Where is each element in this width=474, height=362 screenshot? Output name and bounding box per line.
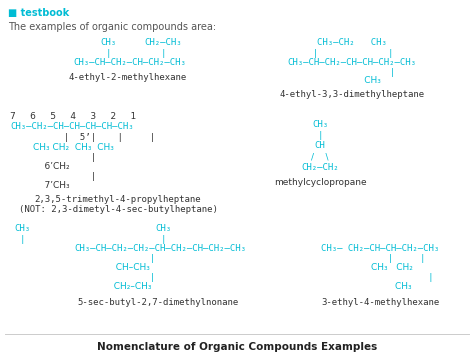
Text: 7’CH₃: 7’CH₃	[10, 181, 70, 190]
Text: CH₃–CH–CH₂–CH–CH₂–CH₃: CH₃–CH–CH₂–CH–CH₂–CH₃	[73, 58, 186, 67]
Text: CH₃–CH–CH₂–CH₂–CH–CH₂–CH–CH₂–CH₃: CH₃–CH–CH₂–CH₂–CH–CH₂–CH–CH₂–CH₃	[74, 244, 246, 253]
Text: |     |: | |	[334, 254, 426, 263]
Text: CH₃: CH₃	[155, 224, 171, 233]
Text: |: |	[105, 49, 111, 58]
Text: |: |	[309, 68, 395, 77]
Text: |: |	[10, 153, 96, 162]
Text: CH: CH	[315, 141, 325, 150]
Text: CH₃: CH₃	[324, 76, 381, 85]
Text: 4-ethyl-2-methylhexane: 4-ethyl-2-methylhexane	[69, 73, 187, 82]
Text: Nomenclature of Organic Compounds Examples: Nomenclature of Organic Compounds Exampl…	[97, 342, 377, 352]
Text: CH₂–CH₃: CH₂–CH₃	[144, 38, 182, 47]
Text: |: |	[160, 235, 166, 244]
Text: |: |	[81, 254, 155, 263]
Text: CH₃: CH₃	[349, 282, 411, 291]
Text: 5-sec-butyl-2,7-dimethylnonane: 5-sec-butyl-2,7-dimethylnonane	[77, 298, 238, 307]
Text: CH₃: CH₃	[14, 224, 30, 233]
Text: |: |	[19, 235, 25, 244]
Text: CH₃ CH₂  CH₃  CH₃: CH₃ CH₂ CH₃ CH₃	[10, 143, 114, 152]
Text: CH₃–CH₂–CH–CH–CH–CH–CH₃: CH₃–CH₂–CH–CH–CH–CH–CH₃	[10, 122, 134, 131]
Text: CH₃–CH–CH₂–CH–CH–CH₂–CH₃: CH₃–CH–CH₂–CH–CH–CH₂–CH₃	[288, 58, 417, 67]
Text: methylcyclopropane: methylcyclopropane	[273, 178, 366, 187]
Text: 7     6     5     4     3     2     1: 7 6 5 4 3 2 1	[10, 112, 136, 121]
Text: 2,3,5-trimethyl-4-propylheptane: 2,3,5-trimethyl-4-propylheptane	[35, 195, 201, 204]
Text: |: |	[317, 131, 323, 140]
Text: |: |	[81, 273, 155, 282]
Text: /    \: / \	[311, 153, 329, 162]
Text: The examples of organic compounds area:: The examples of organic compounds area:	[8, 22, 216, 32]
Text: CH₃: CH₃	[100, 38, 116, 47]
Text: CH₂–CH₃: CH₂–CH₃	[85, 282, 151, 291]
Text: CH₃: CH₃	[312, 120, 328, 129]
Text: ■ testbook: ■ testbook	[8, 8, 69, 18]
Text: 4-ethyl-3,3-dimethylheptane: 4-ethyl-3,3-dimethylheptane	[280, 90, 425, 99]
Text: CH₃–CH₂   CH₃: CH₃–CH₂ CH₃	[317, 38, 387, 47]
Text: |: |	[10, 172, 96, 181]
Text: |: |	[326, 273, 434, 282]
Text: CH₃   CH₂: CH₃ CH₂	[347, 263, 412, 272]
Text: |             |: | |	[302, 49, 394, 58]
Text: CH₃– CH₂–CH–CH–CH₂–CH₃: CH₃– CH₂–CH–CH–CH₂–CH₃	[321, 244, 439, 253]
Text: |: |	[160, 49, 166, 58]
Text: 3-ethyl-4-methylhexane: 3-ethyl-4-methylhexane	[321, 298, 439, 307]
Text: |  5’|    |     |: | 5’| | |	[10, 133, 155, 142]
Text: (NOT: 2,3-dimetyl-4-sec-butylheptane): (NOT: 2,3-dimetyl-4-sec-butylheptane)	[18, 205, 218, 214]
Text: CH–CH₃: CH–CH₃	[87, 263, 149, 272]
Text: 6’CH₂: 6’CH₂	[10, 162, 70, 171]
Text: CH₂–CH₂: CH₂–CH₂	[301, 163, 339, 172]
